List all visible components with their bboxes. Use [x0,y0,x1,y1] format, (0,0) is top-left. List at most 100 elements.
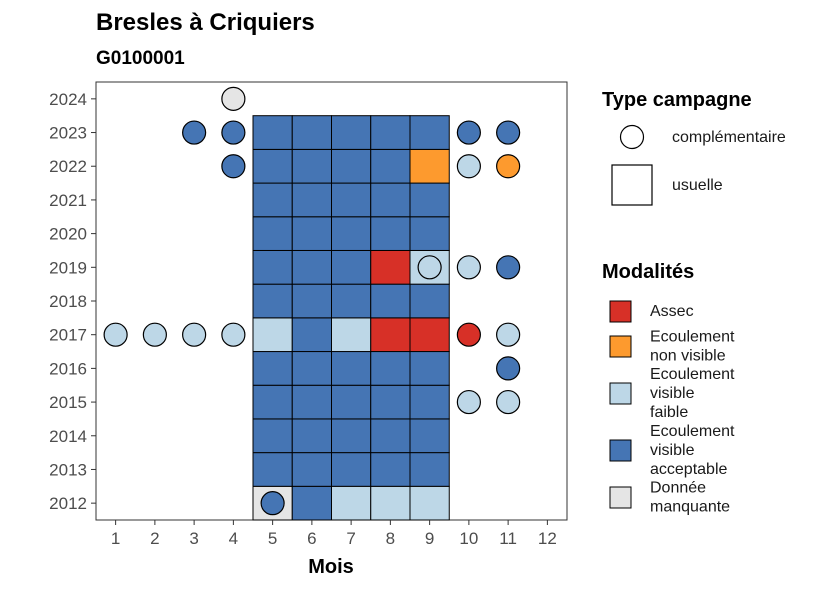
legend-label: Donnée [650,480,706,497]
cell-2021-6 [291,182,332,218]
cell-2020-9 [409,216,450,251]
legend-label: visible [650,442,695,459]
cell-2023-5 [252,115,293,150]
cell-2019-7 [331,249,372,285]
y-tick-label: 2016 [49,359,87,378]
point-2024-4 [221,86,246,111]
point-2022-11 [496,154,521,179]
y-tick-label: 2023 [49,124,87,143]
point-2017-11 [496,322,521,347]
cell-2019-6 [291,249,332,285]
cell-2016-9 [409,351,450,386]
legend-label: faible [650,404,688,421]
point-2012-5 [260,491,285,516]
legend-square-key [611,164,653,206]
cell-2016-7 [331,351,372,386]
legend-label: manquante [650,499,730,516]
cell-2014-8 [370,418,411,454]
cell-2012-7 [331,485,372,521]
cell-2019-8 [370,249,411,285]
cell-2021-5 [252,182,293,218]
legend-label: visible [650,385,695,402]
chart-title: Bresles à Criquiers [96,9,315,36]
cell-2020-5 [252,216,293,251]
cell-2021-9 [409,182,450,218]
point-2023-10 [456,120,481,145]
cell-2018-7 [331,283,372,319]
x-tick-label: 7 [346,529,355,548]
cell-2022-8 [370,148,411,184]
cell-2016-8 [370,351,411,386]
cell-2016-5 [252,351,293,386]
point-2023-4 [221,120,246,145]
x-tick-label: 1 [111,529,120,548]
cell-2013-9 [409,452,450,487]
y-axis: 2012 2013 2014 2015 2016 2017 2018 2019 2020 2021… [49,90,96,513]
cell-2018-8 [370,283,411,319]
legend-label: Ecoulement [650,329,735,346]
point-2015-11 [496,389,521,415]
legend-circle-key [619,124,645,150]
usuelle-cells [252,115,450,521]
cell-2014-9 [409,418,450,454]
cell-2017-8 [370,317,411,353]
point-2017-4 [221,322,246,347]
legend-key-ecoulement_visible_acceptable [609,439,632,462]
cell-2013-5 [252,452,293,487]
cell-2014-5 [252,418,293,454]
chart-subtitle: G0100001 [96,48,185,69]
point-2019-11 [496,255,521,280]
point-2017-2 [142,322,167,347]
y-tick-label: 2021 [49,191,87,210]
y-tick-label: 2020 [49,225,87,244]
cell-2021-7 [331,182,372,218]
legend-label: complémentaire [672,129,786,146]
cell-2013-7 [331,452,372,487]
point-2017-1 [103,322,128,347]
cell-2022-5 [252,148,293,184]
legend-title: Type campagne [602,89,752,111]
y-tick-label: 2013 [49,460,87,479]
cell-2020-6 [291,216,332,251]
point-2015-10 [456,389,481,415]
legend-label: acceptable [650,461,727,478]
cell-2014-6 [291,418,332,454]
x-axis-label: Mois [308,556,354,578]
cell-2012-9 [409,485,450,521]
legend-title: Modalités [602,261,694,283]
point-2019-9 [417,255,442,280]
y-tick-label: 2022 [49,157,87,176]
cell-2021-8 [370,182,411,218]
cell-2022-9 [409,148,450,184]
cell-2023-8 [370,115,411,150]
x-tick-label: 5 [268,529,277,548]
cell-2017-9 [409,317,450,353]
y-tick-label: 2018 [49,292,87,311]
x-tick-label: 2 [150,529,159,548]
x-axis: 1 2 3 4 5 6 7 8 9 10 11 12 [111,520,557,548]
cell-2013-8 [370,452,411,487]
y-tick-label: 2012 [49,494,87,513]
y-tick-label: 2014 [49,427,87,446]
cell-2017-5 [252,317,293,353]
legend-label: non visible [650,348,726,365]
cell-2020-8 [370,216,411,251]
legend-label: Ecoulement [650,366,735,383]
point-2022-4 [221,154,246,179]
cell-2018-5 [252,283,293,319]
y-tick-label: 2015 [49,393,87,412]
legend-key-ecoulement_visible_faible [609,382,632,405]
cell-2017-6 [291,317,332,353]
legend-type-campagne: Type campagne complémentaire usuelle [602,89,786,206]
x-tick-label: 4 [229,529,238,548]
cell-2018-6 [291,283,332,319]
complementaire-points [103,86,521,516]
cell-2022-6 [291,148,332,184]
x-tick-label: 9 [425,529,434,548]
cell-2015-8 [370,384,411,420]
x-tick-label: 8 [386,529,395,548]
point-2016-11 [496,356,521,381]
x-tick-label: 3 [189,529,198,548]
cell-2015-9 [409,384,450,420]
